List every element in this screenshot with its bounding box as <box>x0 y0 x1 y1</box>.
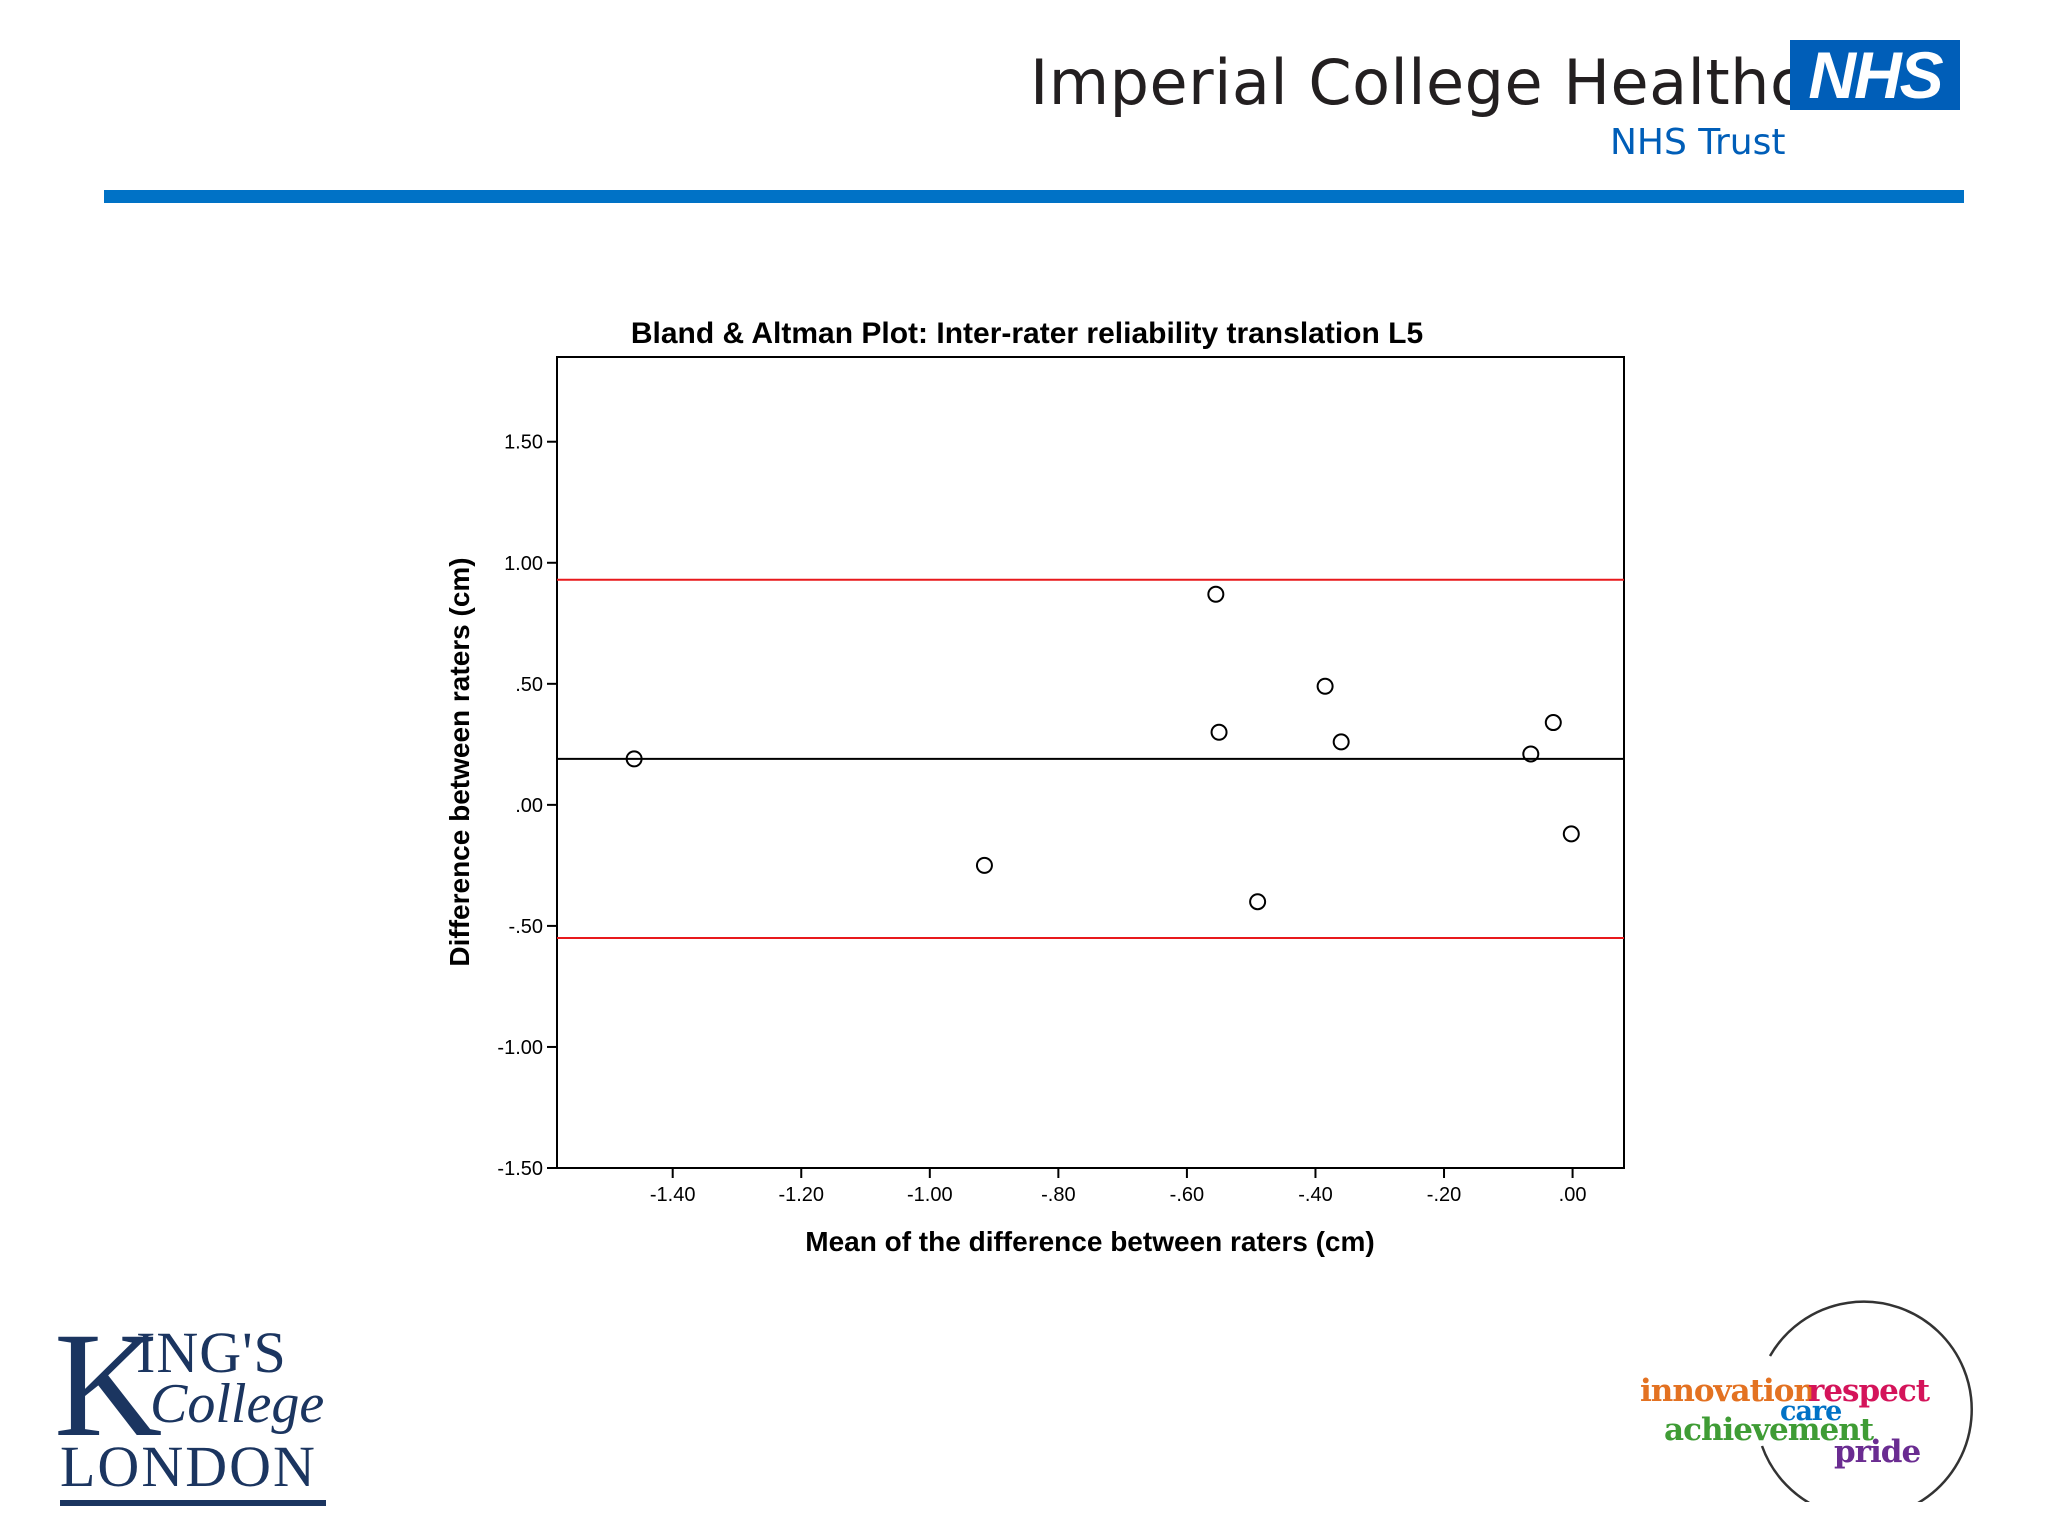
data-point <box>625 750 643 768</box>
data-point <box>975 856 993 874</box>
values-circle-icon <box>1760 1300 1973 1502</box>
chart-title: Bland & Altman Plot: Inter-rater reliabi… <box>631 317 1423 350</box>
kings-college-london-logo: K ING'S College LONDON <box>54 1310 344 1512</box>
data-point <box>1249 893 1267 911</box>
kings-logo-ings: ING'S <box>136 1320 287 1385</box>
organisation-name: Imperial College Healthcare <box>1030 46 1907 119</box>
kings-logo-london: LONDON <box>60 1434 317 1499</box>
x-tick-label: -.80 <box>1041 1184 1075 1206</box>
data-point <box>1207 585 1225 603</box>
value-pride: pride <box>1834 1434 1921 1470</box>
y-tick-label: -.50 <box>509 916 543 938</box>
value-respect: respect <box>1808 1373 1930 1409</box>
plot-frame <box>556 356 1625 1169</box>
kings-logo-college: College <box>150 1373 325 1435</box>
trust-label: NHS Trust <box>1610 122 1786 163</box>
x-tick-label: -.40 <box>1298 1184 1332 1206</box>
nhs-logo-text: NHS <box>1808 38 1943 112</box>
x-tick-label: .00 <box>1559 1184 1587 1206</box>
x-tick-label: -1.40 <box>650 1184 696 1206</box>
nhs-logo: NHS <box>1790 38 1960 112</box>
kings-logo-k: K <box>54 1302 163 1468</box>
y-tick-label: -1.00 <box>497 1037 543 1059</box>
x-tick-label: -.20 <box>1427 1184 1461 1206</box>
value-care: care <box>1780 1396 1842 1427</box>
reference-lines <box>557 578 1624 940</box>
y-tick-label: .50 <box>515 674 543 696</box>
value-achievement: achievement <box>1664 1412 1874 1448</box>
header-divider <box>104 190 1964 203</box>
data-point <box>1316 677 1334 695</box>
kings-logo-underline <box>60 1500 326 1506</box>
value-innovation: innovation <box>1640 1373 1816 1409</box>
x-axis: -1.40 -1.20 -1.00 -.80 -.60 -.40 -.20 .00 <box>650 1168 1587 1206</box>
data-point <box>1544 714 1562 732</box>
data-point <box>1210 723 1228 741</box>
data-point <box>1522 745 1540 763</box>
y-axis: 1.50 1.00 .50 .00 -.50 -1.00 -1.50 <box>497 432 557 1180</box>
x-axis-label: Mean of the difference between raters (c… <box>805 1226 1374 1257</box>
y-tick-label: 1.50 <box>504 432 543 454</box>
trust-values-logo: innovation respect care achievement prid… <box>1640 1272 1980 1502</box>
y-tick-label: .00 <box>515 795 543 817</box>
data-points <box>625 585 1580 911</box>
data-point <box>1332 733 1350 751</box>
y-tick-label: 1.00 <box>504 553 543 575</box>
x-tick-label: -.60 <box>1170 1184 1204 1206</box>
organisation-branding: Imperial College Healthcare NHS NHS Trus… <box>1020 38 1970 176</box>
data-point <box>1562 825 1580 843</box>
x-tick-label: -1.20 <box>778 1184 824 1206</box>
y-tick-label: -1.50 <box>497 1158 543 1180</box>
x-tick-label: -1.00 <box>907 1184 953 1206</box>
y-axis-label: Difference between raters (cm) <box>444 557 475 966</box>
